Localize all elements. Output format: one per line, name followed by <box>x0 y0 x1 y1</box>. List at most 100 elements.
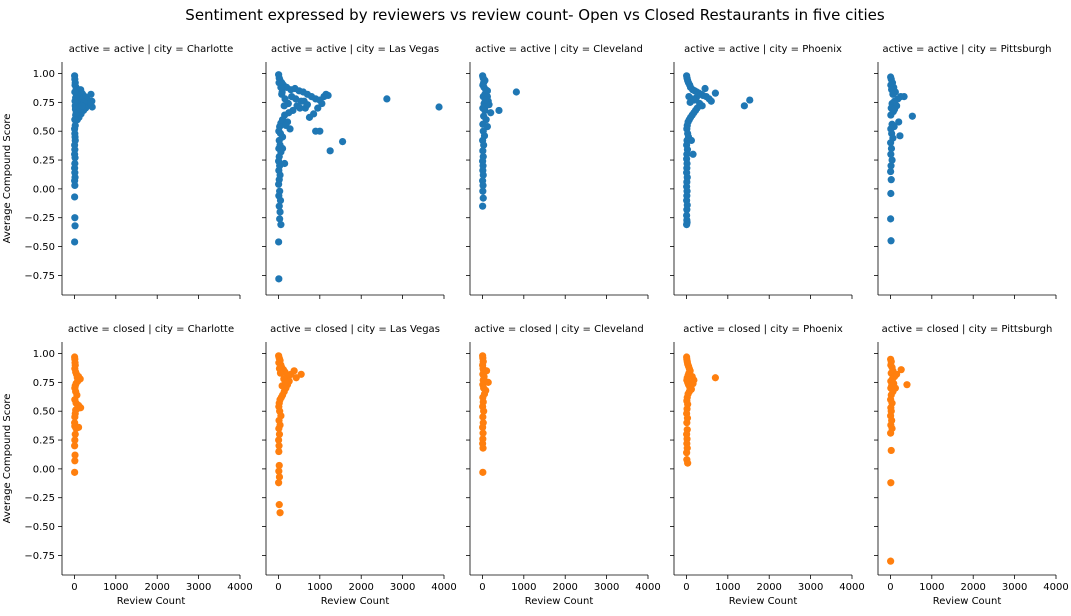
scatter-point <box>887 139 895 147</box>
scatter-point <box>314 104 322 112</box>
x-tick-label: 1000 <box>103 582 128 593</box>
x-tick-label: 4000 <box>635 582 660 593</box>
scatter-point <box>889 90 897 98</box>
scatter-point <box>893 370 901 378</box>
scatter-point <box>479 187 487 195</box>
scatter-point <box>887 167 895 176</box>
scatter-point <box>318 99 326 108</box>
x-tick-label: 1000 <box>511 582 536 593</box>
scatter-point <box>483 122 491 131</box>
scatter-point <box>275 180 283 188</box>
scatter-point <box>275 447 283 456</box>
x-tick-label: 2000 <box>756 582 781 593</box>
panel-active-charlotte: active = active | city = Charlotte 1.00 0.… <box>2 44 241 299</box>
y-tick-label: 0.00 <box>33 184 55 195</box>
scatter-point <box>383 95 391 103</box>
panel-label: active = active | city = Cleveland <box>475 44 643 55</box>
x-tick-label: 3000 <box>1002 582 1027 593</box>
scatter-point <box>683 419 691 427</box>
scatter-point <box>479 181 487 190</box>
y-tick-label: −0.50 <box>24 242 55 253</box>
x-tick-label: 0 <box>479 582 485 593</box>
scatter-point <box>887 215 895 223</box>
scatter-point <box>71 430 79 438</box>
scatter-point <box>275 424 283 433</box>
scatter-point <box>71 214 79 222</box>
scatter-point <box>711 374 719 382</box>
x-axis-label: Review Count <box>321 596 390 607</box>
scatter-point <box>71 97 79 105</box>
x-tick-label: 1000 <box>307 582 332 593</box>
scatter-point <box>887 557 895 565</box>
scatter-point <box>275 430 284 438</box>
scatter-point <box>71 457 79 465</box>
x-tick-label: 3000 <box>594 582 619 593</box>
scatter-point <box>479 444 487 452</box>
scatter-point <box>278 144 287 153</box>
panel-closed-cleveland: active = closed | city = Cleveland 0 1000 2… <box>466 324 661 607</box>
y-tick-label: −0.25 <box>24 213 55 224</box>
panel-active-phoenix: active = active | city = Phoenix <box>670 44 853 299</box>
scatter-point <box>887 162 895 170</box>
panel-label: active = closed | city = Phoenix <box>683 324 843 335</box>
scatter-point <box>887 446 895 455</box>
scatter-point <box>481 106 489 115</box>
y-tick-label: 0.00 <box>33 464 55 475</box>
x-tick-label: 3000 <box>186 582 211 593</box>
scatter-point <box>280 102 288 110</box>
scatter-point <box>887 176 895 184</box>
panel-label: active = active | city = Phoenix <box>684 44 842 55</box>
y-axis-label: Average Compound Score <box>2 114 13 244</box>
panel-closed-pittsburgh: active = closed | city = Pittsburgh 0 1000… <box>874 324 1069 607</box>
scatter-point <box>740 102 748 110</box>
scatter-point <box>746 96 754 104</box>
scatter-point <box>71 88 79 96</box>
scatter-point <box>281 378 290 386</box>
y-tick-label: −0.75 <box>24 271 55 282</box>
panel-label: active = closed | city = Las Vegas <box>270 324 440 335</box>
x-tick-label: 3000 <box>798 582 823 593</box>
scatter-point <box>303 101 311 109</box>
y-tick-label: −0.50 <box>24 522 55 533</box>
scatter-point <box>275 275 283 283</box>
y-tick-label: −0.25 <box>24 493 55 504</box>
scatter-point <box>276 208 284 216</box>
scatter-point <box>71 468 79 476</box>
x-tick-label: 3000 <box>390 582 415 593</box>
scatter-point <box>276 215 284 223</box>
y-tick-label: 0.50 <box>33 127 55 138</box>
scatter-point <box>292 95 300 103</box>
scatter-point <box>479 194 487 202</box>
scatter-point <box>689 150 697 158</box>
y-tick-label: 1.00 <box>33 69 55 80</box>
scatter-point <box>484 378 492 386</box>
scatter-point <box>887 479 895 487</box>
scatter-point <box>683 221 691 229</box>
scatter-point <box>71 222 79 230</box>
panel-label: active = active | city = Charlotte <box>69 44 234 55</box>
scatter-point <box>305 113 314 121</box>
x-tick-label: 0 <box>683 582 689 593</box>
panel-label: active = active | city = Las Vegas <box>271 44 439 55</box>
scatter-point <box>71 193 79 201</box>
scatter-point <box>512 88 520 96</box>
scatter-point <box>887 429 895 437</box>
scatter-point <box>687 136 695 145</box>
panel-label: active = closed | city = Pittsburgh <box>882 324 1053 335</box>
scatter-point <box>690 376 698 384</box>
x-tick-label: 4000 <box>1043 582 1068 593</box>
scatter-point <box>71 116 79 124</box>
x-axis-label: Review Count <box>117 596 186 607</box>
x-tick-label: 0 <box>275 582 281 593</box>
scatter-point <box>900 93 908 101</box>
scatter-point <box>891 384 899 392</box>
scatter-point <box>71 451 79 459</box>
scatter-point <box>275 501 283 509</box>
scatter-point <box>275 479 283 487</box>
scatter-point <box>71 442 79 450</box>
scatter-point <box>435 103 443 111</box>
panel-closed-las-vegas: active = closed | city = Las Vegas 0 1000 2… <box>262 324 457 607</box>
y-tick-label: −0.75 <box>24 551 55 562</box>
scatter-point <box>495 106 503 115</box>
